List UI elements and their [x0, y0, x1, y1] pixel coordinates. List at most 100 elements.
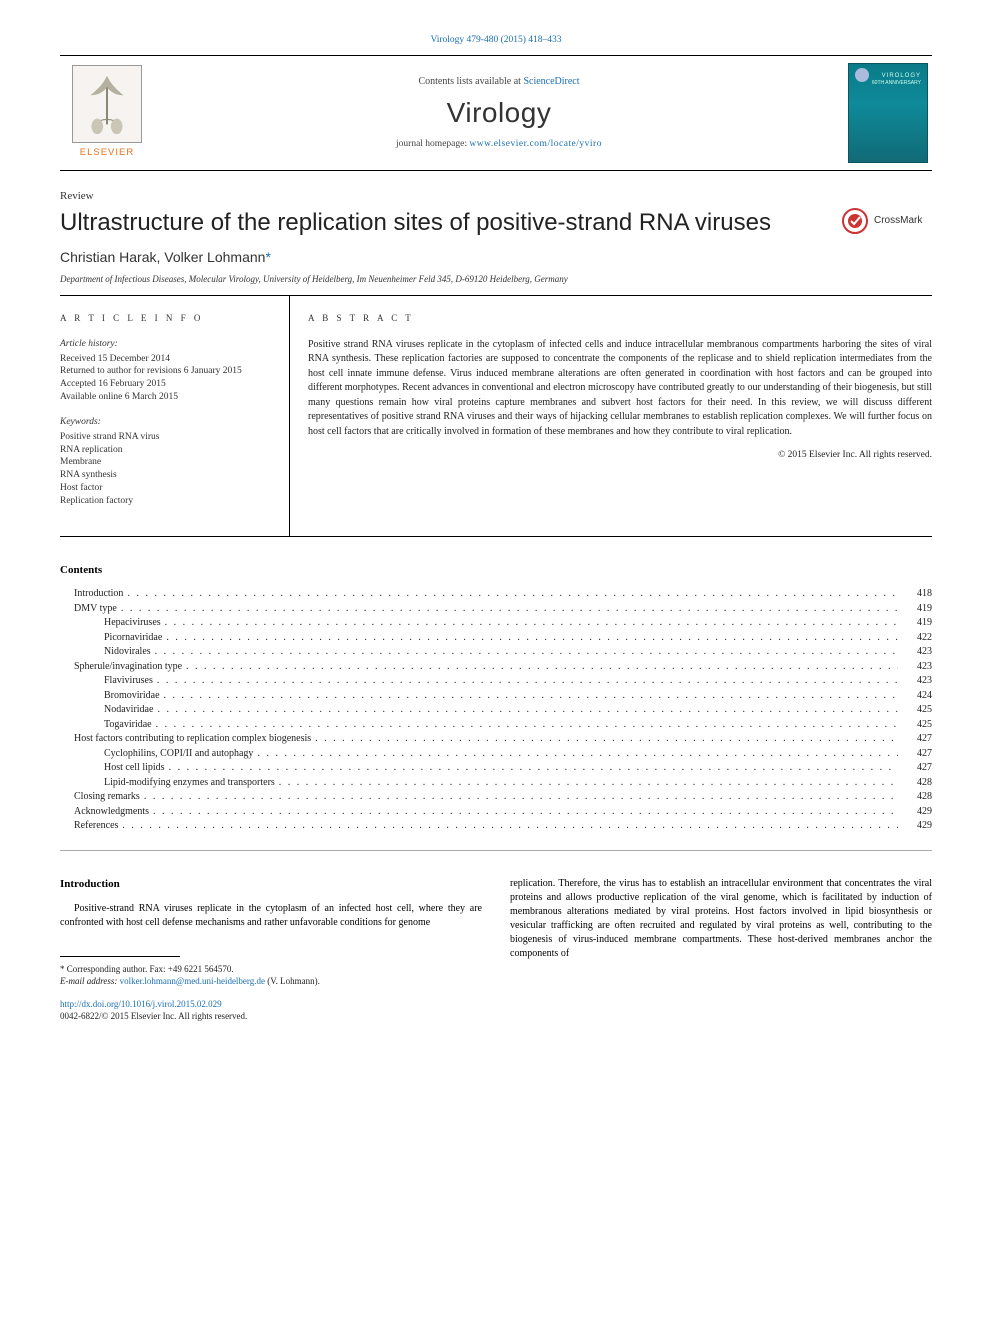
toc-leader-dots: [279, 776, 898, 791]
toc-leader-dots: [165, 616, 898, 631]
toc-page: 418: [902, 587, 932, 602]
toc-label: Flaviviruses: [104, 674, 153, 689]
toc-label: Closing remarks: [74, 790, 140, 805]
toc-row[interactable]: Hepaciviruses 419: [60, 616, 932, 631]
crossmark-badge[interactable]: CrossMark: [842, 197, 932, 245]
abstract-panel: A B S T R A C T Positive strand RNA viru…: [290, 296, 932, 536]
toc-row[interactable]: DMV type 419: [60, 602, 932, 617]
abstract-copyright: © 2015 Elsevier Inc. All rights reserved…: [308, 449, 932, 462]
toc-label: Nidovirales: [104, 645, 151, 660]
contents-heading: Contents: [60, 563, 932, 578]
homepage-prefix: journal homepage:: [396, 139, 469, 149]
history-received: Received 15 December 2014: [60, 353, 275, 366]
toc-label: Togaviridae: [104, 718, 152, 733]
journal-homepage-link[interactable]: www.elsevier.com/locate/yviro: [469, 139, 602, 149]
toc-label: Bromoviridae: [104, 689, 160, 704]
sciencedirect-link[interactable]: ScienceDirect: [523, 76, 579, 87]
toc-page: 428: [902, 776, 932, 791]
crossmark-icon: [842, 208, 868, 234]
history-online: Available online 6 March 2015: [60, 391, 275, 404]
history-returned: Returned to author for revisions 6 Janua…: [60, 365, 275, 378]
authors-text: Christian Harak, Volker Lohmann: [60, 249, 265, 265]
keyword-item: Host factor: [60, 482, 275, 495]
journal-homepage-line: journal homepage: www.elsevier.com/locat…: [396, 138, 602, 151]
cover-title: VIROLOGY: [882, 72, 921, 80]
toc-row[interactable]: Togaviridae 425: [60, 718, 932, 733]
toc-leader-dots: [166, 631, 898, 646]
toc-leader-dots: [153, 805, 898, 820]
toc-page: 429: [902, 805, 932, 820]
toc-page: 423: [902, 660, 932, 675]
intro-heading: Introduction: [60, 877, 482, 892]
keyword-item: Positive strand RNA virus: [60, 431, 275, 444]
toc-row[interactable]: Host factors contributing to replication…: [60, 732, 932, 747]
body-column-right: replication. Therefore, the virus has to…: [510, 877, 932, 1022]
toc-row[interactable]: Bromoviridae 424: [60, 689, 932, 704]
toc-label: Cyclophilins, COPI/II and autophagy: [104, 747, 253, 762]
elsevier-wordmark: ELSEVIER: [80, 147, 134, 160]
toc-leader-dots: [315, 732, 898, 747]
cover-emblem-icon: [855, 68, 869, 82]
keyword-item: RNA synthesis: [60, 469, 275, 482]
toc-page: 427: [902, 761, 932, 776]
intro-paragraph-1: Positive-strand RNA viruses replicate in…: [60, 902, 482, 930]
toc-page: 429: [902, 819, 932, 834]
toc-leader-dots: [157, 674, 898, 689]
toc-page: 425: [902, 718, 932, 733]
toc-page: 419: [902, 602, 932, 617]
article-title: Ultrastructure of the replication sites …: [60, 208, 932, 238]
toc-row[interactable]: Introduction418: [60, 587, 932, 602]
affiliation: Department of Infectious Diseases, Molec…: [60, 273, 932, 285]
toc-page: 424: [902, 689, 932, 704]
corresponding-author-note: * Corresponding author. Fax: +49 6221 56…: [60, 963, 482, 975]
journal-cover: VIROLOGY 60TH ANNIVERSARY: [844, 56, 932, 170]
article-type: Review: [60, 189, 932, 204]
toc-page: 427: [902, 747, 932, 762]
toc-row[interactable]: Spherule/invagination type423: [60, 660, 932, 675]
email-line: E-mail address: volker.lohmann@med.uni-h…: [60, 975, 482, 987]
article-info-heading: A R T I C L E I N F O: [60, 312, 275, 324]
body-column-left: Introduction Positive-strand RNA viruses…: [60, 877, 482, 1022]
toc-label: Acknowledgments: [74, 805, 149, 820]
toc-label: Hepaciviruses: [104, 616, 161, 631]
toc-page: 419: [902, 616, 932, 631]
volume-page-range: Virology 479-480 (2015) 418–433: [60, 34, 932, 47]
toc-page: 423: [902, 674, 932, 689]
toc-leader-dots: [257, 747, 898, 762]
toc-row[interactable]: Acknowledgments 429: [60, 805, 932, 820]
cover-subtitle: 60TH ANNIVERSARY: [872, 80, 921, 87]
elsevier-logo[interactable]: ELSEVIER: [60, 56, 154, 170]
crossmark-label: CrossMark: [874, 214, 922, 228]
toc-row[interactable]: Host cell lipids427: [60, 761, 932, 776]
toc-page: 425: [902, 703, 932, 718]
toc-leader-dots: [156, 718, 898, 733]
toc-row[interactable]: Lipid-modifying enzymes and transporters…: [60, 776, 932, 791]
email-paren: (V. Lohmann).: [265, 976, 320, 986]
toc-label: Lipid-modifying enzymes and transporters: [104, 776, 275, 791]
doi-link[interactable]: http://dx.doi.org/10.1016/j.virol.2015.0…: [60, 999, 222, 1009]
toc-label: References: [74, 819, 118, 834]
toc-label: Host factors contributing to replication…: [74, 732, 311, 747]
toc-row[interactable]: Nodaviridae425: [60, 703, 932, 718]
keyword-item: RNA replication: [60, 444, 275, 457]
intro-paragraph-2: replication. Therefore, the virus has to…: [510, 877, 932, 961]
toc-label: Picornaviridae: [104, 631, 162, 646]
toc-label: DMV type: [74, 602, 117, 617]
toc-leader-dots: [122, 819, 898, 834]
abstract-body: Positive strand RNA viruses replicate in…: [308, 338, 932, 440]
toc-leader-dots: [155, 645, 898, 660]
email-link[interactable]: volker.lohmann@med.uni-heidelberg.de: [120, 976, 265, 986]
toc-row[interactable]: Cyclophilins, COPI/II and autophagy 427: [60, 747, 932, 762]
elsevier-tree-icon: [72, 65, 142, 143]
toc-leader-dots: [121, 602, 898, 617]
toc-row[interactable]: Flaviviruses 423: [60, 674, 932, 689]
toc-row[interactable]: Nidovirales423: [60, 645, 932, 660]
toc-leader-dots: [127, 587, 898, 602]
toc-row[interactable]: Closing remarks428: [60, 790, 932, 805]
toc-row[interactable]: Picornaviridae422: [60, 631, 932, 646]
history-label: Article history:: [60, 338, 275, 351]
toc-leader-dots: [169, 761, 898, 776]
toc-leader-dots: [157, 703, 898, 718]
footnotes: * Corresponding author. Fax: +49 6221 56…: [60, 956, 482, 1022]
toc-row[interactable]: References 429: [60, 819, 932, 834]
